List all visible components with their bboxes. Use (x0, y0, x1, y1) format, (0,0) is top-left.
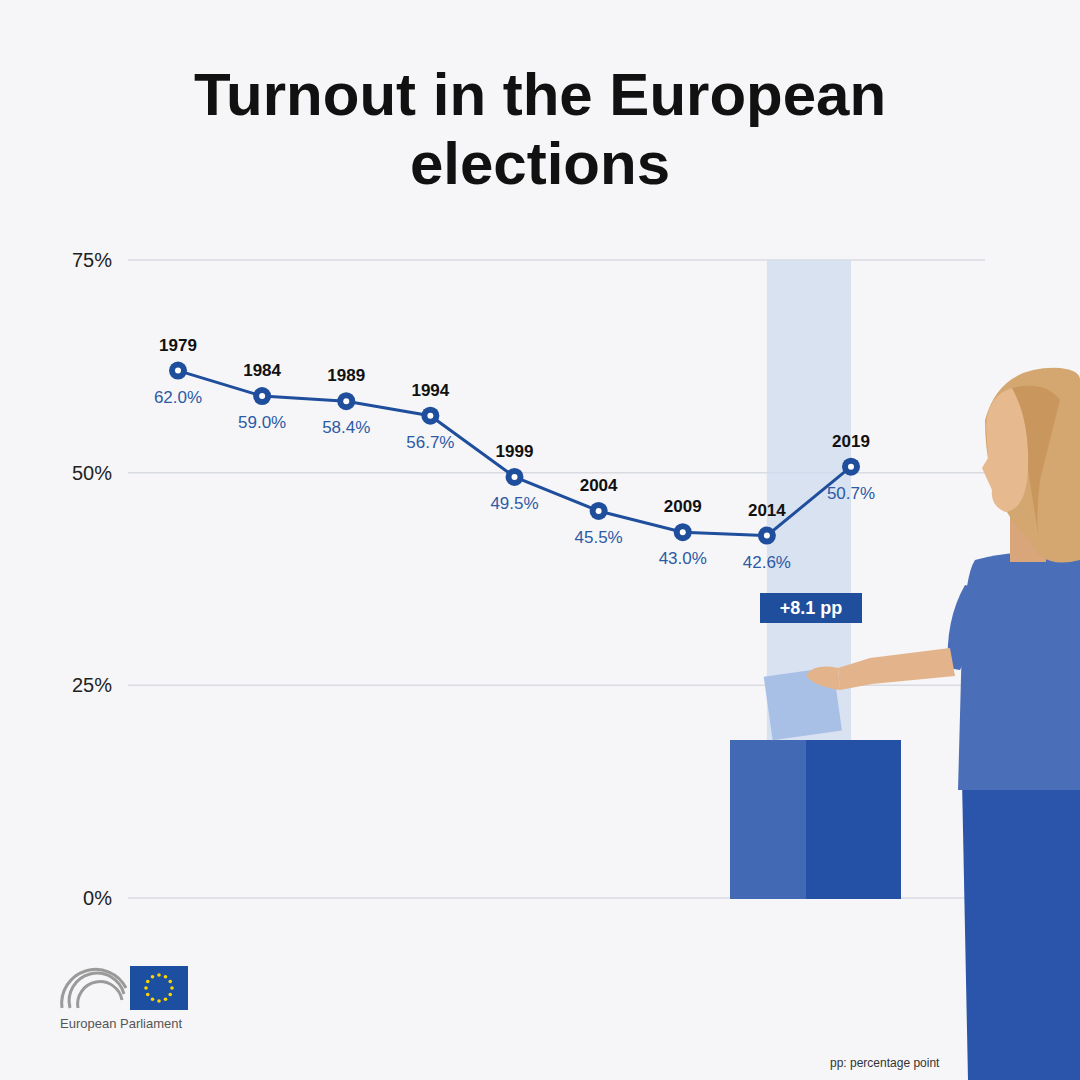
svg-text:2014: 2014 (748, 501, 786, 520)
svg-text:2009: 2009 (664, 497, 702, 516)
svg-text:50.7%: 50.7% (827, 484, 875, 503)
svg-text:2019: 2019 (832, 432, 870, 451)
svg-text:45.5%: 45.5% (575, 528, 623, 547)
svg-text:43.0%: 43.0% (659, 549, 707, 568)
svg-text:59.0%: 59.0% (238, 413, 286, 432)
svg-text:75%: 75% (72, 249, 112, 271)
svg-text:1994: 1994 (411, 381, 449, 400)
html-text:+8.1 pp: +8.1 pp (779, 598, 843, 618)
svg-text:56.7%: 56.7% (406, 433, 454, 452)
html-text:Turnout in the European electi: Turnout in the European elections (193, 61, 887, 197)
html-text:European Parliament: European Parliament (60, 1016, 183, 1031)
svg-text:50%: 50% (72, 462, 112, 484)
svg-text:1999: 1999 (496, 442, 534, 461)
svg-text:0%: 0% (83, 887, 112, 909)
svg-text:1979: 1979 (159, 336, 197, 355)
svg-text:1989: 1989 (327, 366, 365, 385)
svg-text:42.6%: 42.6% (743, 553, 791, 572)
svg-text:1984: 1984 (243, 361, 281, 380)
svg-text:58.4%: 58.4% (322, 418, 370, 437)
svg-text:62.0%: 62.0% (154, 388, 202, 407)
html-text:pp: percentage point: pp: percentage point (830, 1056, 940, 1070)
svg-text:49.5%: 49.5% (490, 494, 538, 513)
svg-text:2004: 2004 (580, 476, 618, 495)
svg-text:25%: 25% (72, 674, 112, 696)
